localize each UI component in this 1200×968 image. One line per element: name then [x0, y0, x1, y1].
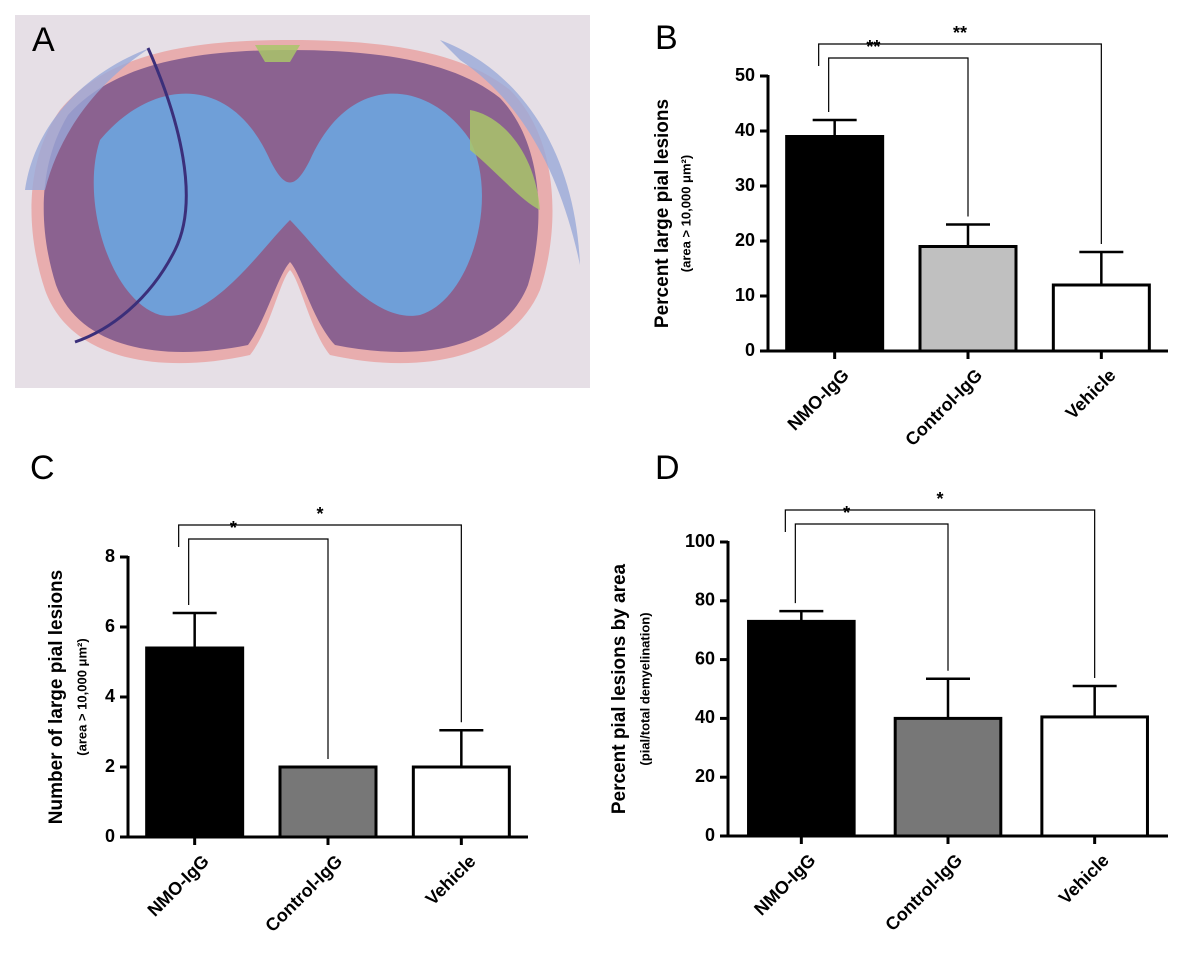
x-tick-label: Vehicle	[1055, 850, 1113, 908]
x-tick-label: Control-IgG	[901, 365, 986, 450]
x-tick-label: Control-IgG	[261, 851, 346, 936]
panel-label: B	[655, 19, 678, 57]
bar	[278, 765, 378, 839]
y-tick-label: 0	[745, 340, 755, 360]
bar	[918, 245, 1018, 353]
bar	[785, 135, 885, 353]
y-tick-label: 60	[695, 648, 715, 668]
meninges-left	[25, 48, 150, 190]
bar	[1051, 283, 1151, 353]
y-tick-label: 30	[735, 175, 755, 195]
y-axis-title: Percent large pial lesions	[652, 99, 673, 328]
bar	[893, 716, 1003, 838]
y-tick-label: 50	[735, 65, 755, 85]
significance-bracket	[794, 523, 949, 671]
significance-label: *	[843, 503, 850, 523]
panel-label: C	[30, 449, 55, 487]
y-tick-label: 40	[735, 120, 755, 140]
significance-label: *	[936, 489, 943, 509]
x-tick-label: NMO-IgG	[784, 365, 853, 434]
y-axis-title: Percent pial lesions by area	[609, 563, 630, 814]
y-axis-subtitle: (area > 10,000 μm²)	[74, 638, 89, 755]
y-tick-label: 2	[105, 756, 115, 776]
y-tick-label: 0	[105, 826, 115, 846]
panel-a-image	[15, 15, 590, 388]
bar	[411, 765, 511, 839]
panel-label: A	[32, 21, 55, 59]
significance-bracket	[178, 524, 462, 723]
lesion-green-right	[470, 110, 540, 210]
y-tick-label: 0	[705, 825, 715, 845]
x-tick-label: NMO-IgG	[750, 850, 819, 919]
y-axis-subtitle: (pial/total demyelination)	[637, 612, 652, 765]
y-tick-label: 40	[695, 707, 715, 727]
significance-bracket	[188, 538, 329, 759]
bar	[747, 619, 856, 838]
y-tick-label: 80	[695, 590, 715, 610]
x-tick-label: Control-IgG	[881, 850, 966, 935]
significance-label: *	[316, 504, 323, 524]
y-axis-subtitle: (area > 10,000 μm²)	[678, 155, 693, 272]
significance-label: **	[866, 37, 880, 57]
y-axis-title: Number of large pial lesions	[46, 570, 67, 824]
y-tick-label: 100	[685, 531, 715, 551]
significance-bracket	[828, 57, 969, 217]
significance-label: *	[230, 518, 237, 538]
bar	[1040, 715, 1149, 838]
panel-label: D	[655, 449, 680, 487]
y-tick-label: 20	[735, 230, 755, 250]
x-tick-label: Vehicle	[422, 851, 480, 909]
y-tick-label: 8	[105, 546, 115, 566]
tissue-fold	[74, 47, 188, 344]
x-tick-label: Vehicle	[1062, 365, 1120, 423]
significance-bracket	[818, 43, 1102, 244]
y-tick-label: 4	[105, 686, 115, 706]
y-tick-label: 6	[105, 616, 115, 636]
y-tick-label: 10	[735, 285, 755, 305]
x-tick-label: NMO-IgG	[144, 851, 213, 920]
lesion-green-top	[255, 45, 300, 62]
white-matter	[93, 93, 482, 316]
meninges-right	[440, 40, 580, 265]
y-tick-label: 20	[695, 766, 715, 786]
significance-label: **	[953, 23, 967, 43]
significance-bracket	[784, 509, 1096, 679]
bar	[145, 646, 245, 839]
